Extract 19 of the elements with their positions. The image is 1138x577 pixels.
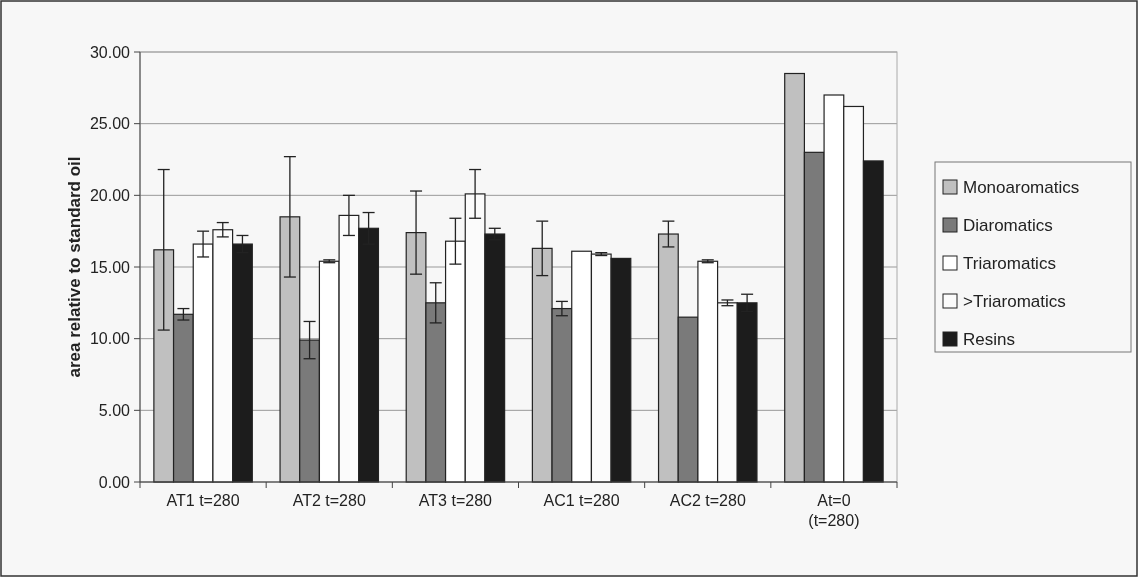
- x-tick-label: AT3 t=280: [418, 492, 493, 509]
- y-tick-label: 25.00: [89, 115, 131, 133]
- x-tick-label: AC1 t=280: [543, 492, 620, 509]
- y-axis-title: area relative to standard oil: [65, 156, 84, 378]
- y-tick-label: 0.00: [98, 473, 131, 491]
- y-tick-label: 10.00: [89, 330, 131, 348]
- legend-label: Monoaromatics: [963, 177, 1080, 197]
- x-tick-label: AT2 t=280: [292, 492, 366, 509]
- legend-label: Triaromatics: [963, 253, 1056, 273]
- x-tick-label: AC2 t=280: [669, 492, 746, 509]
- legend-label: >Triaromatics: [963, 291, 1066, 311]
- y-tick-label: 15.00: [89, 258, 131, 276]
- x-tick-label: AT1 t=280: [166, 492, 240, 509]
- x-tick-label: At=0 (t=280): [808, 492, 860, 529]
- y-tick-label: 30.00: [89, 43, 131, 61]
- y-tick-label: 5.00: [98, 401, 131, 419]
- y-tick-label: 20.00: [89, 186, 131, 204]
- legend-label: Resins: [963, 329, 1015, 349]
- legend-label: Diaromatics: [963, 215, 1053, 235]
